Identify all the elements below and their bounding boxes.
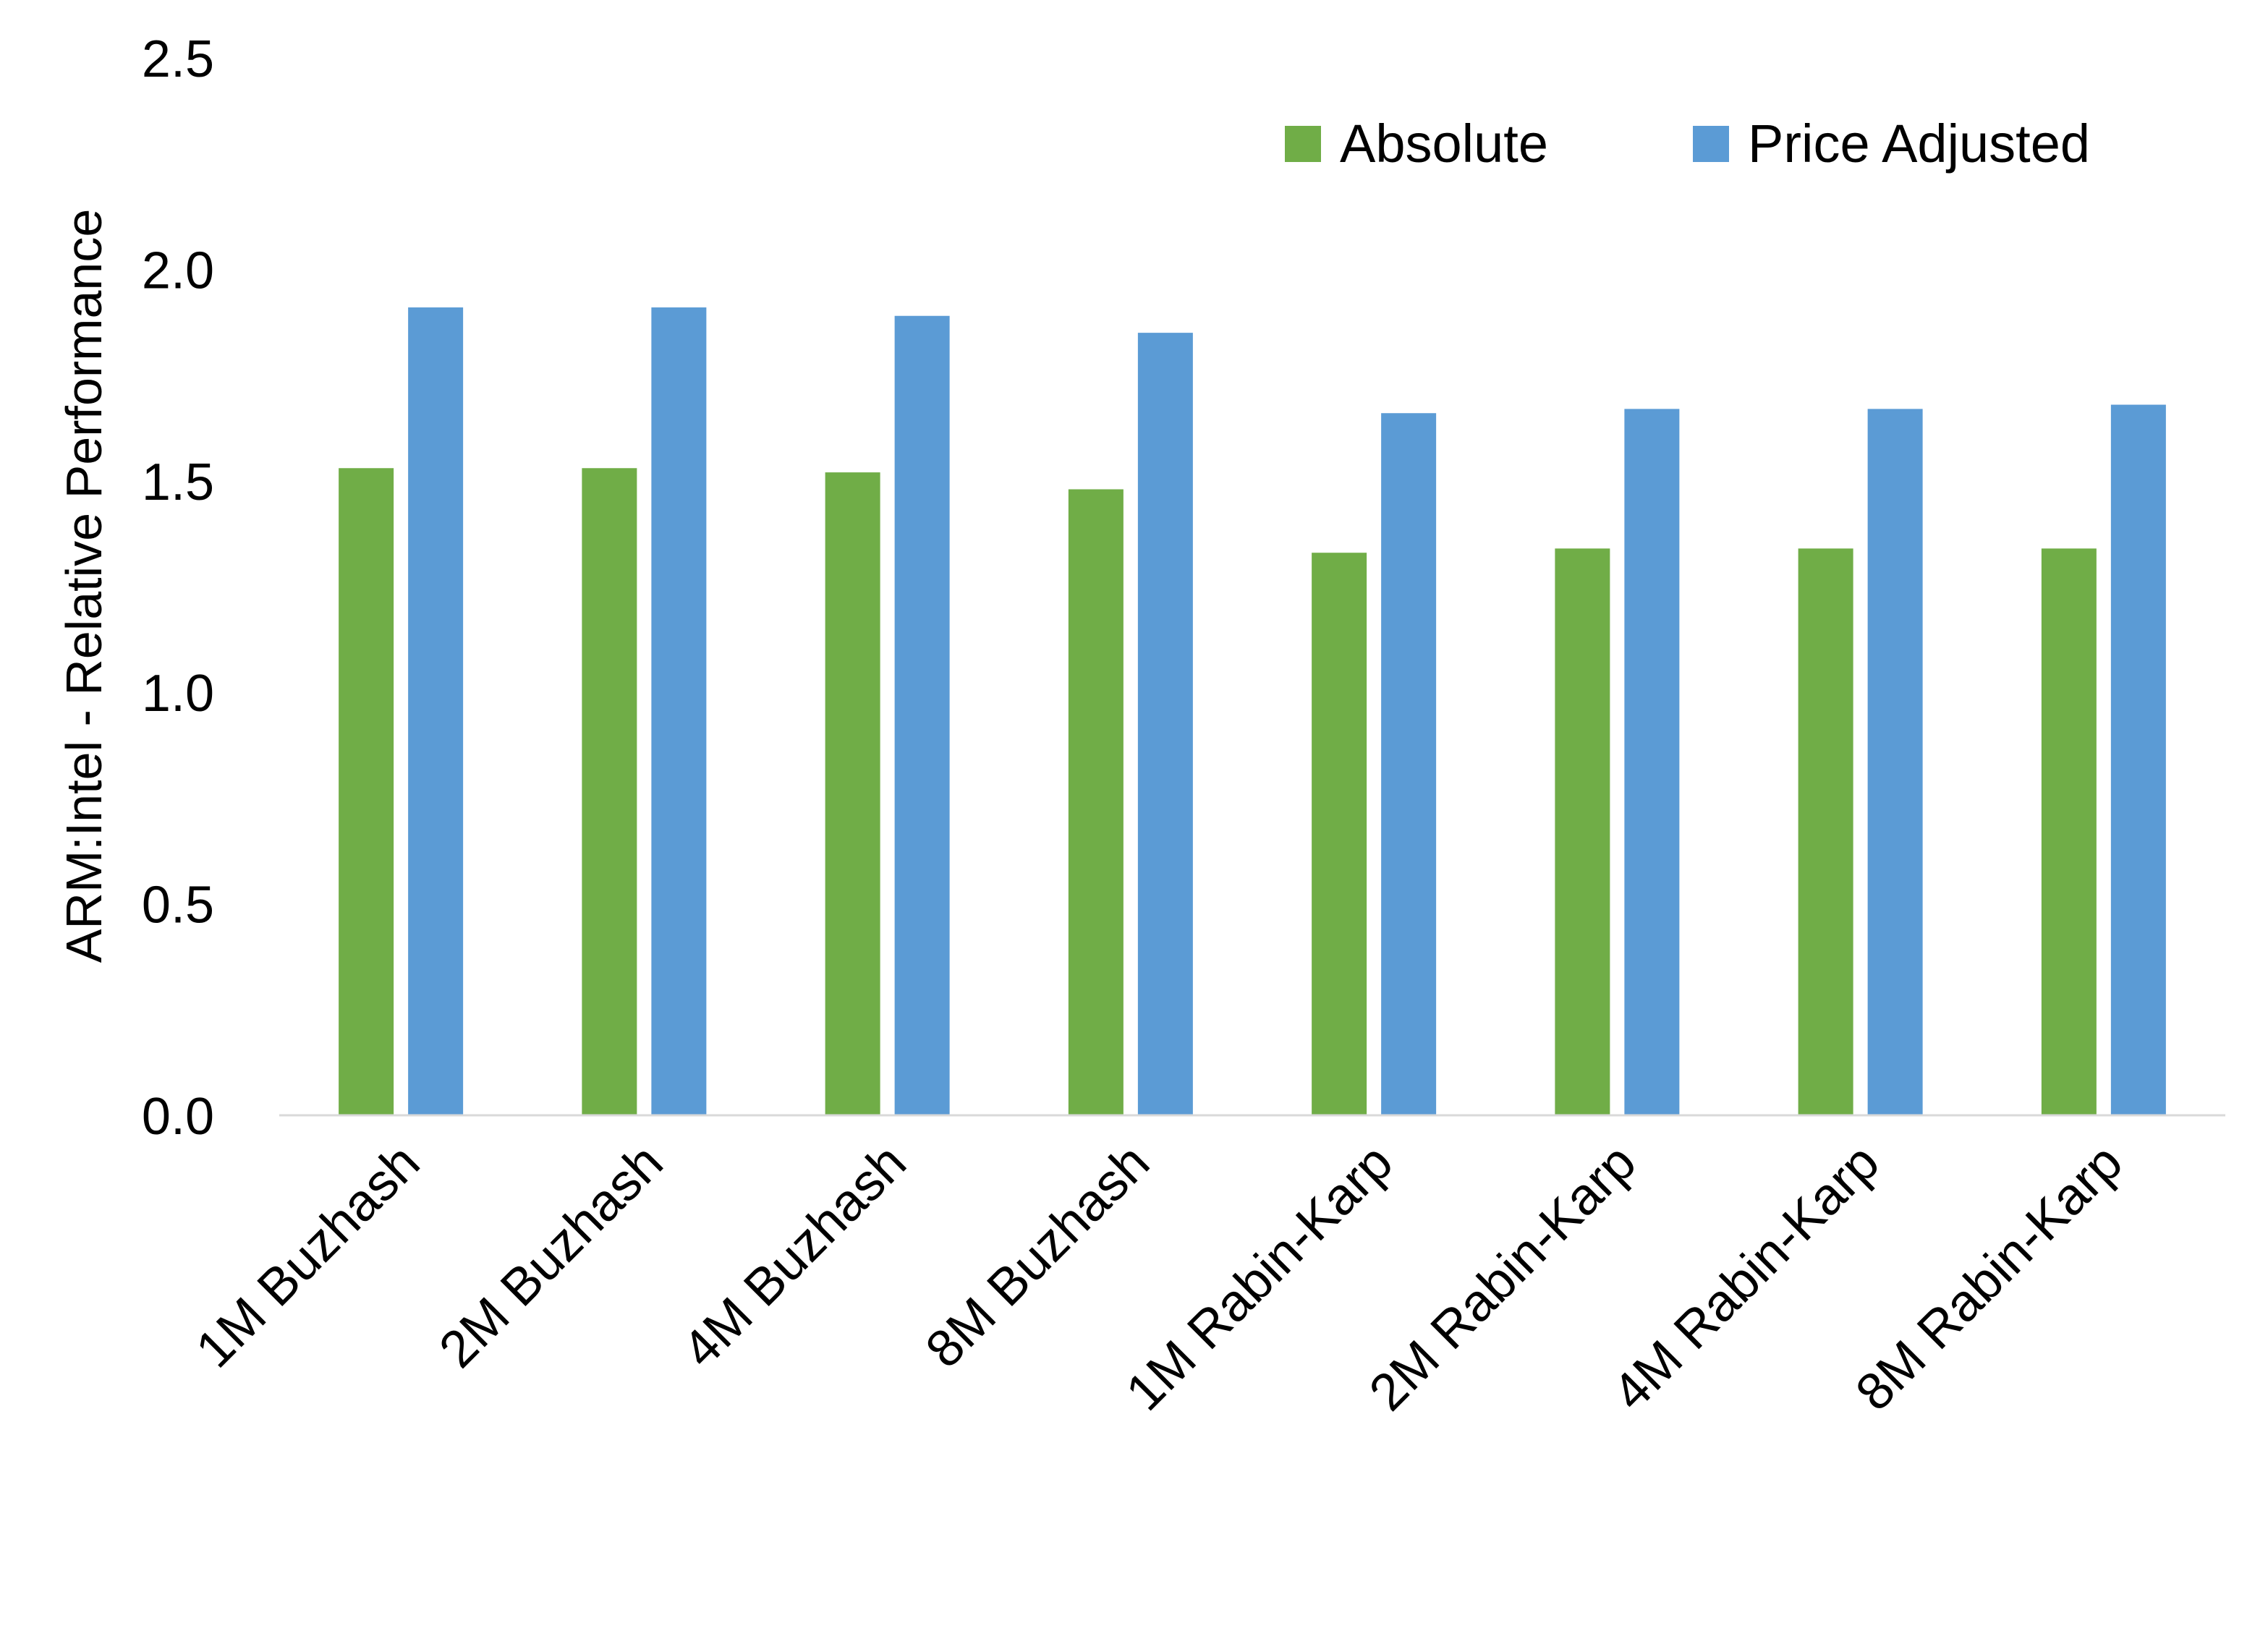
- bar-price-adjusted: [651, 307, 707, 1116]
- bars: [339, 307, 2166, 1116]
- x-tick-label: 1M Buzhash: [185, 1133, 431, 1379]
- bar-price-adjusted: [1137, 333, 1193, 1115]
- y-tick-label: 0.0: [142, 1088, 214, 1146]
- bar-absolute: [582, 468, 637, 1115]
- bar-absolute: [2041, 548, 2097, 1115]
- legend-swatch: [1693, 126, 1729, 162]
- y-tick-label: 2.5: [142, 30, 214, 88]
- bar-price-adjusted: [408, 307, 464, 1116]
- x-tick-label: 8M Rabin-Karp: [1845, 1133, 2133, 1422]
- bar-price-adjusted: [1381, 413, 1437, 1115]
- y-tick-label: 2.0: [142, 242, 214, 299]
- y-axis-ticks: 0.0 0.5 1.0 1.5 2.0 2.5: [142, 30, 214, 1146]
- y-tick-label: 0.5: [142, 877, 214, 934]
- legend-label: Price Adjusted: [1748, 114, 2090, 174]
- bar-absolute: [339, 468, 394, 1115]
- x-tick-label: 4M Buzhash: [671, 1133, 917, 1379]
- legend-label: Absolute: [1340, 114, 1548, 174]
- bar-absolute: [1068, 489, 1124, 1115]
- bar-price-adjusted: [1867, 409, 1923, 1115]
- y-tick-label: 1.5: [142, 453, 214, 511]
- x-tick-label: 2M Buzhash: [428, 1133, 674, 1379]
- bar-price-adjusted: [1624, 409, 1680, 1115]
- bar-absolute: [825, 472, 880, 1115]
- y-axis-label: ARM:Intel - Relative Performance: [56, 209, 112, 963]
- bar-absolute: [1312, 553, 1367, 1115]
- bar-absolute: [1555, 548, 1610, 1115]
- bar-price-adjusted: [2110, 404, 2166, 1115]
- y-tick-label: 1.0: [142, 665, 214, 723]
- legend: Absolute Price Adjusted: [1285, 114, 2090, 174]
- legend-swatch: [1285, 126, 1321, 162]
- bar-absolute: [1798, 548, 1853, 1115]
- x-tick-label: 8M Buzhash: [915, 1133, 1161, 1379]
- bar-price-adjusted: [894, 315, 950, 1115]
